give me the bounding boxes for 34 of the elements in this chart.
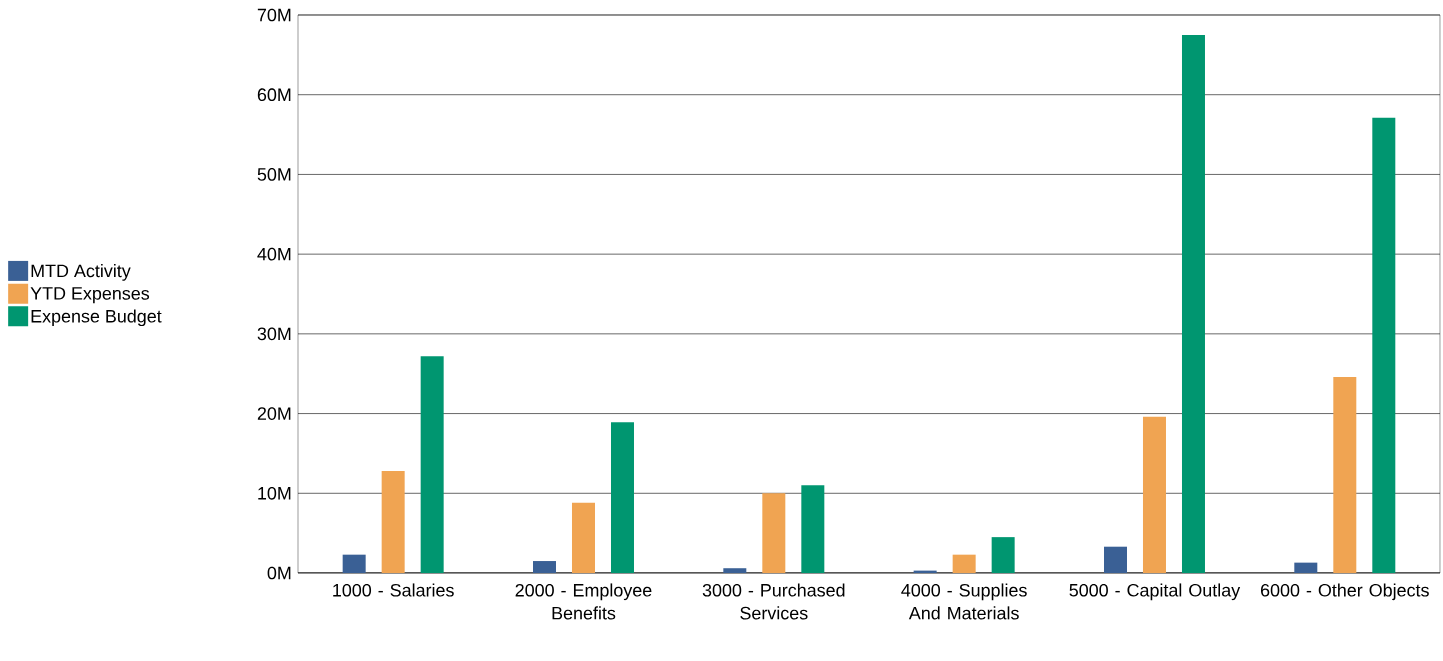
bar: [1372, 117, 1396, 573]
legend-label: MTD Activity: [31, 264, 131, 281]
bar: [1333, 376, 1357, 573]
y-tick-label: 10M: [258, 486, 291, 500]
x-tick-label: 2000 - Employee Benefits: [515, 583, 652, 620]
bar: [1294, 562, 1318, 573]
y-tick-label: 60M: [257, 88, 291, 102]
x-tick-label: 1000 - Salaries: [333, 583, 454, 597]
bar: [1103, 546, 1127, 573]
y-tick-label: 70M: [257, 8, 291, 22]
bar: [532, 561, 556, 573]
legend-label: Expense Budget: [31, 309, 162, 327]
bar: [952, 554, 976, 573]
bar: [571, 502, 595, 573]
legend-label: YTD Expenses: [30, 287, 150, 304]
bar: [610, 422, 634, 573]
y-tick-label: 40M: [257, 247, 291, 261]
bar: [342, 554, 366, 573]
bar: [381, 470, 405, 573]
x-tick-label: 4000 - Supplies And Materials: [901, 583, 1027, 620]
bar: [723, 568, 747, 573]
y-tick-label: 50M: [257, 168, 291, 181]
x-tick-label: 3000 - Purchased Services: [702, 583, 845, 620]
bar: [801, 485, 825, 573]
bar: [991, 537, 1015, 573]
bar: [762, 493, 786, 573]
bar: [420, 356, 444, 573]
bar: [1142, 416, 1166, 573]
bar: [1181, 34, 1205, 573]
y-tick-label: 0M: [267, 566, 291, 580]
y-tick-label: 20M: [257, 407, 291, 420]
x-tick-label: 6000 - Other Objects: [1260, 583, 1429, 601]
y-tick-label: 30M: [257, 327, 291, 341]
x-tick-label: 5000 - Capital Outlay: [1069, 583, 1241, 601]
